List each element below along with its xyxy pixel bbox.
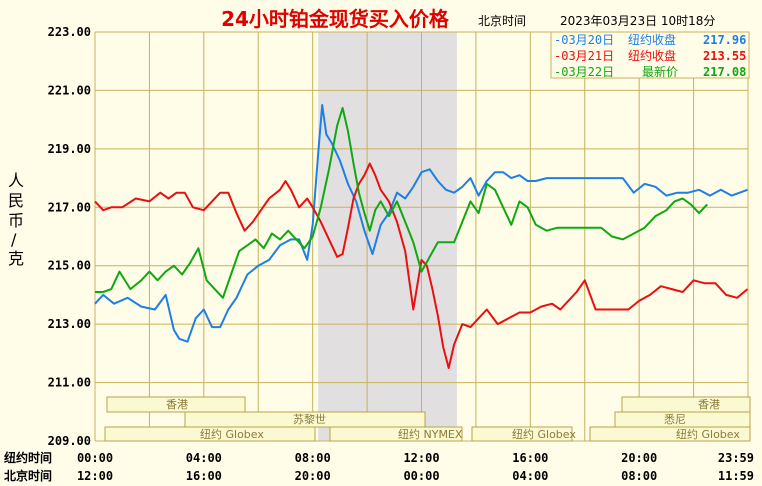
x-tick-label-ny: 20:00 [621, 451, 657, 465]
y-tick-label: 211.00 [48, 376, 91, 390]
session-box-ny-globex-right [589, 426, 751, 442]
row-label-bj-time: 北京时间 [4, 468, 52, 483]
x-tick-label-ny: 23:59 [718, 451, 754, 465]
legend-kind-3: 最新价 [642, 64, 678, 79]
session-label-hongkong-right: 香港 [698, 398, 720, 411]
y-unit-char-3: 币 [8, 211, 24, 230]
y-unit-char-2: 民 [8, 191, 24, 210]
x-tick-label-ny: 16:00 [512, 451, 548, 465]
x-tick-label-ny: 12:00 [403, 451, 439, 465]
series-line-1 [94, 104, 748, 343]
y-tick-label: 221.00 [48, 83, 91, 97]
legend-value-1: 217.96 [703, 33, 746, 47]
x-tick-label-ny: 08:00 [295, 451, 331, 465]
session-label-hongkong: 香港 [166, 398, 188, 411]
x-tick-labels: 00:00 12:00 04:00 16:00 08:00 20:00 12:00 00:00… [77, 451, 754, 483]
legend-date-3: -03月22日 [554, 65, 614, 79]
y-tick-label: 209.00 [48, 434, 91, 448]
session-box-hongkong-right [621, 396, 751, 413]
y-unit-char-1: 人 [8, 171, 24, 190]
legend-date-1: -03月20日 [554, 33, 614, 47]
grid-lines [94, 31, 749, 442]
legend-date-2: -03月21日 [554, 49, 614, 63]
y-axis-unit: 人 民 币 / 克 [8, 171, 24, 268]
session-label-ny-nymex: 纽约 NYMEX [398, 427, 463, 441]
legend: -03月20日 纽约收盘 217.96 -03月21日 纽约收盘 213.55 … [550, 31, 750, 79]
session-box-ny-globex-mid [471, 426, 573, 442]
timezone-label: 北京时间 [478, 14, 526, 28]
x-tick-label-bj: 20:00 [295, 469, 331, 483]
x-tick-label-ny: 00:00 [77, 451, 113, 465]
session-label-ny-globex-left: 纽约 Globex [200, 427, 264, 441]
chart-title: 24小时铂金现货买入价格 [221, 7, 450, 31]
session-box-ny-nymex [329, 426, 463, 442]
y-tick-label: 223.00 [48, 25, 91, 39]
timestamp: 2023年03月23日 10时18分 [560, 14, 715, 28]
session-box-hongkong [106, 396, 246, 413]
row-label-ny-time: 纽约时间 [4, 450, 52, 465]
x-tick-label-bj: 11:59 [718, 469, 754, 483]
legend-kind-1: 纽约收盘 [628, 32, 676, 47]
y-tick-label: 219.00 [48, 142, 91, 156]
x-tick-label-bj: 12:00 [77, 469, 113, 483]
x-tick-label-bj: 04:00 [512, 469, 548, 483]
legend-value-2: 213.55 [703, 49, 746, 63]
y-unit-char-4: / [11, 230, 17, 249]
nymex-session-shade [318, 32, 457, 441]
trading-sessions: 香港 苏黎世 纽约 Globex 纽约 NYMEX 纽约 Globex 香港 悉… [104, 396, 751, 442]
y-tick-label: 217.00 [48, 200, 91, 214]
y-unit-char-5: 克 [8, 249, 24, 268]
session-box-ny-globex-left [104, 426, 316, 442]
session-label-ny-globex-mid: 纽约 Globex [512, 427, 576, 441]
session-label-zurich: 苏黎世 [293, 412, 326, 426]
series-line-3 [95, 107, 708, 299]
y-tick-label: 215.00 [48, 259, 91, 273]
series-line-2 [94, 162, 749, 369]
x-tick-label-ny: 04:00 [186, 451, 222, 465]
price-series [94, 104, 749, 369]
legend-value-3: 217.08 [703, 65, 746, 79]
x-tick-label-bj: 16:00 [186, 469, 222, 483]
x-tick-label-bj: 08:00 [621, 469, 657, 483]
legend-kind-2: 纽约收盘 [628, 48, 676, 63]
legend-box [550, 31, 750, 79]
x-tick-label-bj: 00:00 [403, 469, 439, 483]
session-label-sydney: 悉尼 [664, 413, 686, 426]
y-tick-label: 213.00 [48, 317, 91, 331]
y-tick-labels: 209.00 211.00 213.00 215.00 217.00 219.00 221.… [48, 25, 91, 448]
session-label-ny-globex-right: 纽约 Globex [676, 427, 740, 441]
